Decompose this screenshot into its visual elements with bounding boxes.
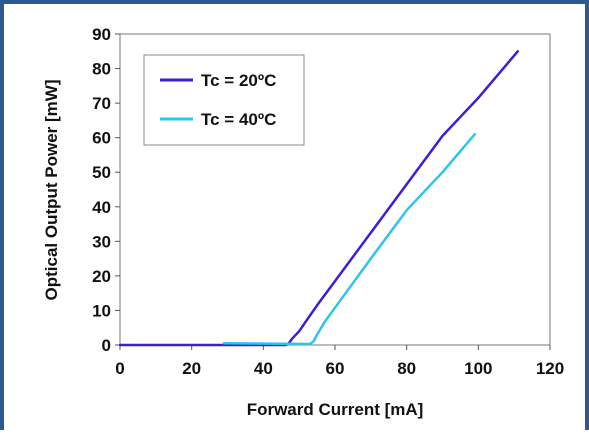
y-tick-label: 50 <box>92 163 111 182</box>
y-axis-ticks: 0 10 20 30 40 50 60 70 80 90 <box>92 25 120 355</box>
x-tick-label: 80 <box>397 359 416 378</box>
y-tick-label: 20 <box>92 267 111 286</box>
x-tick-label: 20 <box>182 359 201 378</box>
y-tick-label: 70 <box>92 94 111 113</box>
x-tick-label: 100 <box>464 359 492 378</box>
y-tick-label: 0 <box>102 336 111 355</box>
y-tick-label: 10 <box>92 301 111 320</box>
series-line-2 <box>222 132 477 346</box>
y-tick-label: 40 <box>92 198 111 217</box>
x-tick-label: 120 <box>536 359 564 378</box>
series-layer <box>118 50 520 347</box>
x-axis-title: Forward Current [mA] <box>247 400 424 419</box>
legend-box <box>143 54 305 146</box>
y-tick-label: 30 <box>92 232 111 251</box>
x-tick-label: 60 <box>326 359 345 378</box>
legend-label-series-2: Tc = 40ºC <box>201 110 276 129</box>
x-tick-label: 40 <box>254 359 273 378</box>
legend: Tc = 20ºC Tc = 40ºC <box>143 54 305 146</box>
legend-label-series-1: Tc = 20ºC <box>201 71 276 90</box>
y-tick-label: 60 <box>92 129 111 148</box>
line-chart: 0 10 20 30 40 50 60 70 80 90 0 20 40 60 80 100 120 Forw… <box>42 25 564 419</box>
y-tick-label: 80 <box>92 60 111 79</box>
y-axis-title: Optical Output Power [mW] <box>42 80 61 301</box>
y-tick-label: 90 <box>92 25 111 44</box>
x-axis-ticks: 0 20 40 60 80 100 120 <box>115 345 564 378</box>
x-tick-label: 0 <box>115 359 124 378</box>
